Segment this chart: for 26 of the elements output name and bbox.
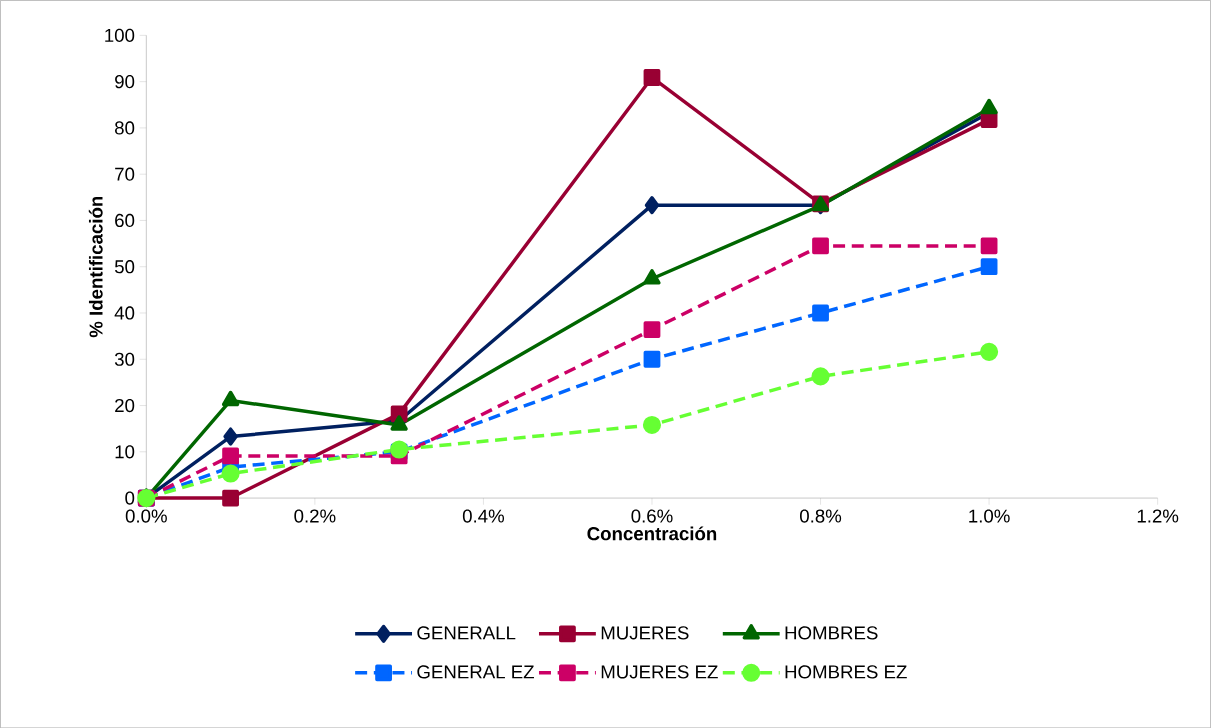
y-tick-label: 60 xyxy=(115,213,135,227)
y-tick-label: 90 xyxy=(115,74,135,89)
y-tick-label: 80 xyxy=(115,121,135,135)
x-tick-label: 0.4% xyxy=(462,509,505,523)
x-tick-label: 0.2% xyxy=(294,509,336,523)
legend-label: MUJERES xyxy=(601,626,689,640)
legend-label: GENERALL xyxy=(417,626,516,640)
x-tick-label: 0.0% xyxy=(125,509,167,523)
x-tick-label: 1.2% xyxy=(1137,509,1179,523)
x-tick-label: 1.0% xyxy=(969,509,1010,523)
y-tick-label: 100 xyxy=(105,28,135,42)
legend-label: GENERAL EZ xyxy=(417,665,534,679)
y-tick-label: 20 xyxy=(115,398,135,412)
legend-label: HOMBRES EZ xyxy=(785,665,907,679)
y-tick-label: 70 xyxy=(115,167,135,181)
x-tick-label: 0.6% xyxy=(631,509,673,523)
y-tick-label: 0 xyxy=(125,491,135,505)
y-tick-label: 10 xyxy=(115,445,135,459)
legend-label: MUJERES EZ xyxy=(601,665,718,679)
y-tick-label: 50 xyxy=(114,259,135,274)
y-axis-title: % Identificación xyxy=(88,196,103,338)
x-tick-label: 0.8% xyxy=(800,509,842,523)
y-tick-label: 30 xyxy=(114,352,135,366)
legend-label: HOMBRES xyxy=(785,626,878,640)
x-axis-title: Concentración xyxy=(587,526,717,541)
y-tick-label: 40 xyxy=(114,306,135,320)
